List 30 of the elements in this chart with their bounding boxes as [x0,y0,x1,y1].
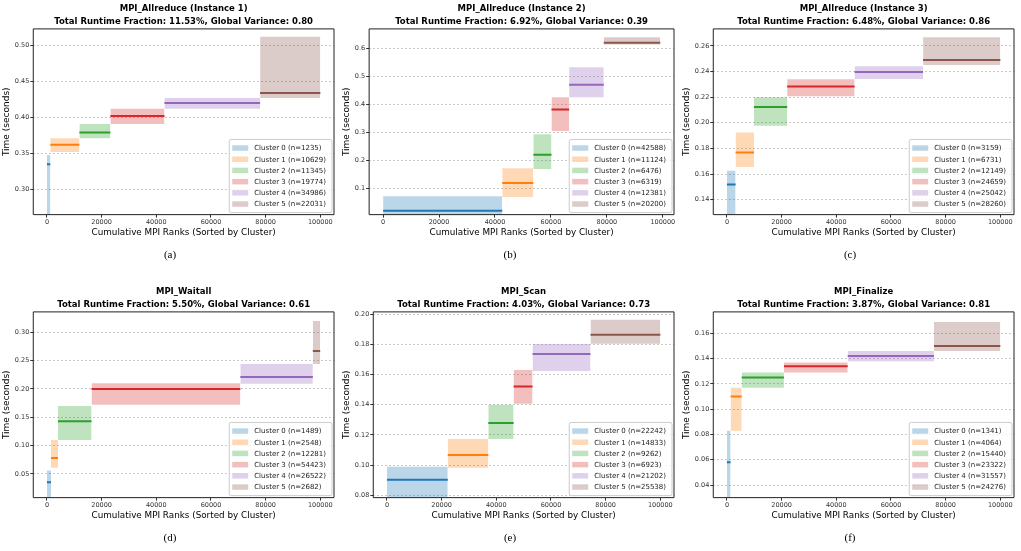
chart-subtitle: Total Runtime Fraction: 3.87%, Global Variance: 0.81 [737,298,991,309]
chart-title: MPI_Allreduce (Instance 2) [457,3,586,14]
chart-subtitle: Total Runtime Fraction: 5.50%, Global Variance: 0.61 [57,298,311,309]
text: (a) [162,247,178,261]
text: (f) [843,530,857,544]
x-axis-title: Cumulative MPI Ranks (Sorted by Cluster) [771,510,956,521]
y-axis-title: Time (seconds) [680,87,691,158]
chart-subtitle: Total Runtime Fraction: 6.92%, Global Variance: 0.39 [395,15,649,26]
chart-subtitle: Total Runtime Fraction: 6.48%, Global Variance: 0.86 [737,15,991,26]
x-axis-title: Cumulative MPI Ranks (Sorted by Cluster) [431,510,616,521]
x-axis-title: Cumulative MPI Ranks (Sorted by Cluster) [91,510,276,521]
chart-title: MPI_Scan [501,286,547,297]
chart-title: MPI_Allreduce (Instance 3) [799,3,928,14]
text: (b) [502,247,518,261]
x-axis-title: Cumulative MPI Ranks (Sorted by Cluster) [91,227,276,238]
text: (c) [842,247,858,261]
y-axis-title: Time (seconds) [340,87,351,158]
y-axis-title: Time (seconds) [0,370,11,441]
y-axis-title: Time (seconds) [340,370,351,441]
chart-title: MPI_Finalize [834,286,894,297]
y-axis-title: Time (seconds) [0,87,11,158]
y-axis-title: Time (seconds) [680,370,691,441]
text: (e) [502,530,518,544]
chart-title: MPI_Waitall [155,286,212,297]
x-axis-title: Cumulative MPI Ranks (Sorted by Cluster) [429,227,614,238]
x-axis-title: Cumulative MPI Ranks (Sorted by Cluster) [771,227,956,238]
text: (d) [162,530,178,544]
chart-subtitle: Total Runtime Fraction: 4.03%, Global Variance: 0.73 [397,298,651,309]
chart-title: MPI_Allreduce (Instance 1) [119,3,248,14]
chart-subtitle: Total Runtime Fraction: 11.53%, Global Variance: 0.80 [54,15,314,26]
